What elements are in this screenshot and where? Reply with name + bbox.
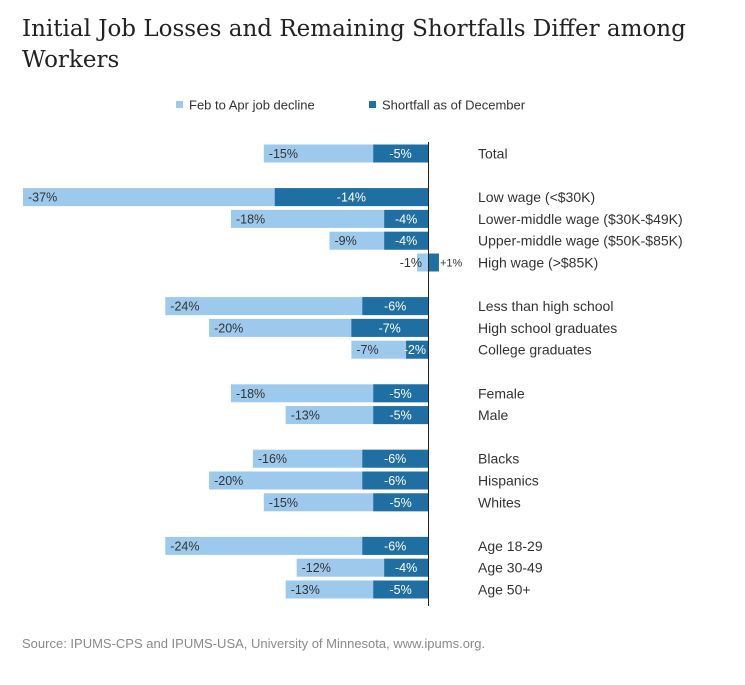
data-label-shortfall: -5% [390, 583, 412, 597]
category-label: Total [478, 146, 508, 162]
category-label: Less than high school [478, 298, 613, 314]
data-label-decline: -13% [291, 409, 320, 423]
bar-decline [230, 209, 428, 228]
data-label-shortfall: +1% [440, 258, 463, 270]
data-label-decline: -16% [258, 452, 287, 466]
data-label-decline: -24% [170, 300, 199, 314]
bar-shortfall [384, 558, 428, 577]
data-label-decline: -13% [291, 583, 320, 597]
data-label-shortfall: -4% [395, 234, 417, 248]
category-label: High school graduates [478, 320, 617, 336]
data-label-shortfall: -14% [337, 191, 366, 205]
bar-decline [417, 253, 428, 272]
data-label-decline: -24% [170, 539, 199, 553]
data-label-shortfall: -5% [390, 147, 412, 161]
bar-shortfall [384, 209, 428, 228]
data-label-shortfall: -4% [395, 561, 417, 575]
legend: Feb to Apr job decline Shortfall as of De… [176, 98, 526, 113]
source-note: Source: IPUMS-CPS and IPUMS-USA, Univers… [22, 636, 486, 651]
data-label-shortfall: -2% [404, 343, 426, 357]
data-label-shortfall: -6% [384, 539, 406, 553]
bars: -15% -5% -37% -14% -18% -4% -9% -4% -1% +1% -24% -6… [23, 142, 462, 606]
data-label-decline: -9% [334, 234, 356, 248]
data-label-decline: -15% [269, 147, 298, 161]
data-label-shortfall: -5% [390, 387, 412, 401]
category-label: Upper-middle wage ($50K-$85K) [478, 233, 683, 249]
category-label: Lower-middle wage ($30K-$49K) [478, 211, 683, 227]
bar-shortfall [351, 318, 428, 337]
bar-shortfall [373, 580, 428, 599]
data-label-decline: -37% [28, 191, 57, 205]
bar-shortfall [384, 231, 428, 250]
data-label-decline: -20% [214, 321, 243, 335]
bar-shortfall [274, 188, 428, 207]
data-label-shortfall: -6% [384, 452, 406, 466]
data-label-shortfall: -7% [379, 321, 401, 335]
bar-shortfall [362, 536, 428, 555]
category-label: High wage (>$85K) [478, 255, 598, 271]
category-label: Age 30-49 [478, 560, 543, 576]
data-label-shortfall: -4% [395, 212, 417, 226]
data-label-decline: -18% [236, 387, 265, 401]
bar-shortfall [373, 406, 428, 425]
data-label-shortfall: -6% [384, 300, 406, 314]
data-label-decline: -1% [400, 256, 422, 270]
category-label: Age 18-29 [478, 538, 543, 554]
legend-swatch [369, 101, 376, 108]
category-labels: Total Low wage (<$30K) Lower-middle wage (… [478, 146, 683, 598]
bar-shortfall [362, 471, 428, 490]
data-label-decline: -7% [356, 343, 378, 357]
bar-shortfall [362, 297, 428, 316]
category-label: Hispanics [478, 473, 539, 489]
category-label: Female [478, 385, 525, 401]
bar-shortfall [373, 493, 428, 512]
data-label-decline: -18% [236, 212, 265, 226]
data-label-shortfall: -5% [390, 496, 412, 510]
data-label-decline: -12% [302, 561, 331, 575]
category-label: Blacks [478, 451, 519, 467]
legend-label: Shortfall as of December [382, 98, 526, 113]
data-label-shortfall: -5% [390, 409, 412, 423]
category-label: College graduates [478, 342, 592, 358]
chart-title: Initial Job Losses and Remaining Shortfa… [22, 16, 686, 73]
category-label: Low wage (<$30K) [478, 189, 595, 205]
bar-shortfall [428, 253, 439, 272]
category-label: Whites [478, 494, 521, 510]
legend-label: Feb to Apr job decline [189, 98, 315, 113]
data-label-decline: -20% [214, 474, 243, 488]
data-label-decline: -15% [269, 496, 298, 510]
bar-shortfall [373, 144, 428, 163]
data-label-shortfall: -6% [384, 474, 406, 488]
category-label: Male [478, 407, 509, 423]
category-label: Age 50+ [478, 582, 531, 598]
legend-swatch [176, 101, 183, 108]
bar-shortfall [373, 384, 428, 403]
bar-shortfall [406, 340, 428, 359]
bar-shortfall [362, 449, 428, 468]
